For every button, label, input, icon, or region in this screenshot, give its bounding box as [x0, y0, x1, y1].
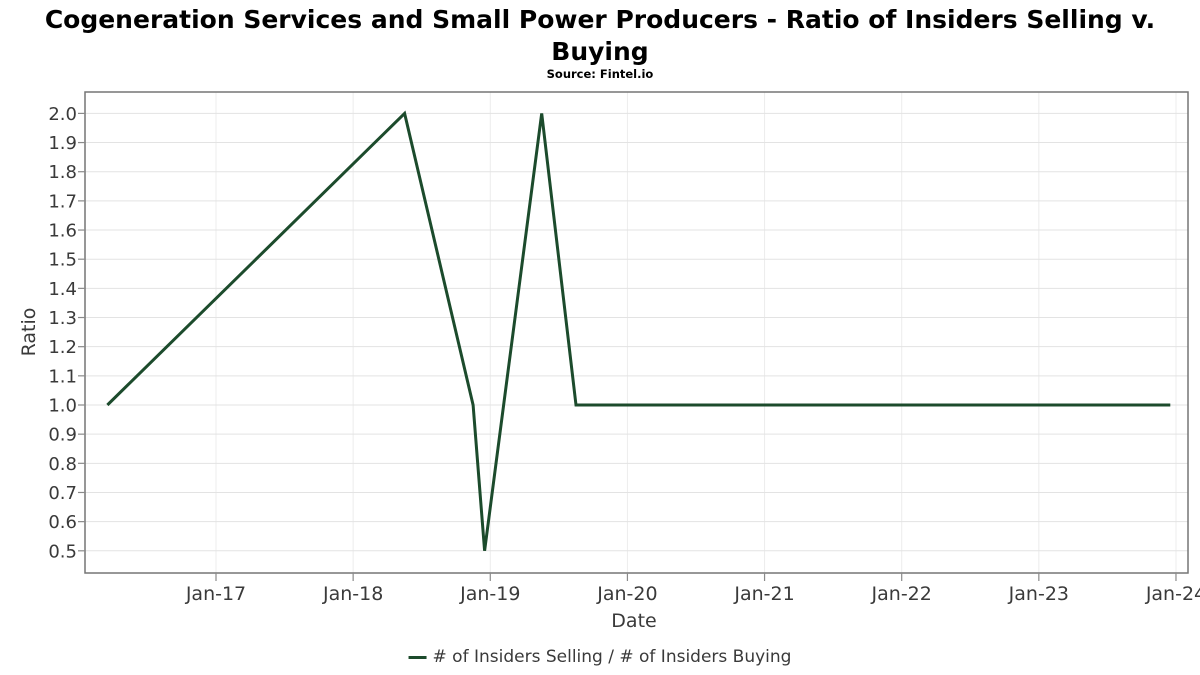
x-tick-label: Jan-23 — [1008, 583, 1069, 605]
x-axis-title: Date — [611, 610, 657, 632]
page-title: Cogeneration Services and Small Power Pr… — [0, 4, 1200, 68]
y-tick-label: 0.5 — [48, 541, 77, 562]
y-tick-label: 1.6 — [48, 221, 77, 242]
y-axis-title: Ratio — [18, 307, 40, 357]
legend-line-marker — [408, 655, 427, 659]
y-tick-label: 2.0 — [48, 104, 77, 125]
x-tick-label: Jan-22 — [871, 583, 932, 605]
page-title-line-1: Cogeneration Services and Small Power Pr… — [44, 5, 1156, 34]
x-tick-label: Jan-17 — [185, 583, 246, 605]
y-tick-label: 0.8 — [48, 454, 77, 475]
x-tick-label: Jan-20 — [596, 583, 657, 605]
y-tick-label: 1.0 — [48, 396, 77, 417]
series-line[interactable] — [106, 110, 1171, 551]
tick-marks — [78, 112, 1177, 581]
y-tick-label: 1.8 — [48, 162, 77, 183]
y-tick-label: 1.1 — [48, 366, 77, 387]
y-tick-label: 1.4 — [48, 279, 77, 300]
x-tick-label: Jan-18 — [322, 583, 383, 605]
y-tick-label: 1.7 — [48, 191, 77, 212]
gridlines — [85, 92, 1188, 573]
x-tick-label: Jan-19 — [459, 583, 520, 605]
plot-frame — [84, 91, 1189, 574]
y-tick-label: 0.9 — [48, 425, 77, 446]
y-tick-label: 0.7 — [48, 483, 77, 504]
y-tick-label: 1.9 — [48, 133, 77, 154]
source-label: Source: Fintel.io — [546, 67, 654, 81]
tick-labels: Jan-17 Jan-18 Jan-19 Jan-20 Jan-21 Jan-22 Jan-… — [48, 104, 1200, 605]
y-tick-label: 1.3 — [48, 308, 77, 329]
legend-label: # of Insiders Selling / # of Insiders Bu… — [432, 647, 792, 667]
legend-item[interactable]: # of Insiders Selling / # of Insiders Bu… — [408, 647, 792, 667]
y-tick-label: 1.5 — [48, 250, 77, 271]
page-title-line-2: Buying — [551, 37, 649, 66]
x-tick-label: Jan-21 — [733, 583, 794, 605]
axes — [84, 91, 1189, 574]
x-tick-label: Jan-24 — [1145, 583, 1200, 605]
y-tick-label: 1.2 — [48, 337, 77, 358]
y-tick-label: 0.6 — [48, 512, 77, 533]
